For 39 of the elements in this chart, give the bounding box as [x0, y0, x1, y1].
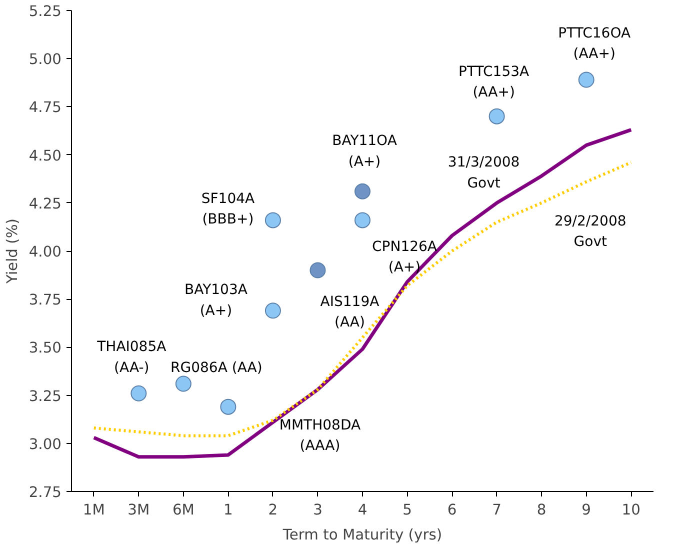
x-tick-label: 6M	[172, 502, 194, 518]
annotation: PTTC16OA (AA+)	[558, 25, 631, 62]
y-tick-label: 4.50	[28, 147, 62, 164]
y-tick-label: 3.75	[28, 292, 62, 309]
x-tick-label: 7	[492, 502, 502, 518]
annotation: THAI085A (AA-)	[96, 338, 167, 376]
x-tick-label: 3M	[128, 502, 150, 518]
x-tick-label: 5	[402, 502, 412, 518]
x-tick-label: 2	[268, 502, 278, 518]
x-tick-label: 9	[582, 502, 592, 518]
y-tick-label: 4.75	[28, 99, 62, 116]
annotation: SF104A (BBB+)	[201, 190, 256, 228]
x-tick-label: 8	[536, 502, 546, 518]
x-tick-label: 1	[224, 502, 233, 518]
y-tick-label: 3.50	[28, 340, 62, 357]
y-tick-label: 5.25	[28, 3, 62, 20]
y-tick-label: 4.00	[28, 244, 62, 260]
annotation: PTTC153A (AA+)	[458, 64, 530, 101]
annotation: CPN126A (A+)	[372, 238, 438, 276]
y-tick-label: 3.25	[28, 388, 62, 405]
x-tick-label: 6	[447, 502, 457, 518]
y-tick-label: 5.00	[28, 51, 62, 68]
y-tick-label: 2.75	[28, 484, 62, 501]
x-tick-label: 3	[313, 502, 322, 518]
annotation: AIS119A (AA)	[320, 294, 380, 331]
annotation: MMTH08DA (AAA)	[279, 417, 361, 454]
x-tick-label: 1M	[82, 502, 105, 518]
annotation: BAY103A (A+)	[184, 282, 248, 320]
annotation: BAY11OA (A+)	[332, 132, 398, 170]
y-tick-label: 3.00	[28, 436, 62, 453]
x-tick-label: 10	[622, 502, 640, 518]
annotation: 31/3/2008 Govt	[448, 154, 520, 192]
annotation: RG086A (AA)	[170, 360, 262, 376]
y-axis-title: Yield (%)	[4, 218, 21, 284]
annotation: 29/2/2008 Govt	[554, 213, 626, 250]
x-tick-label: 4	[358, 502, 368, 518]
line-series	[92, 128, 633, 459]
y-tick-label: 4.25	[28, 195, 62, 212]
x-axis-title: Term to Maturity (yrs)	[282, 526, 442, 544]
